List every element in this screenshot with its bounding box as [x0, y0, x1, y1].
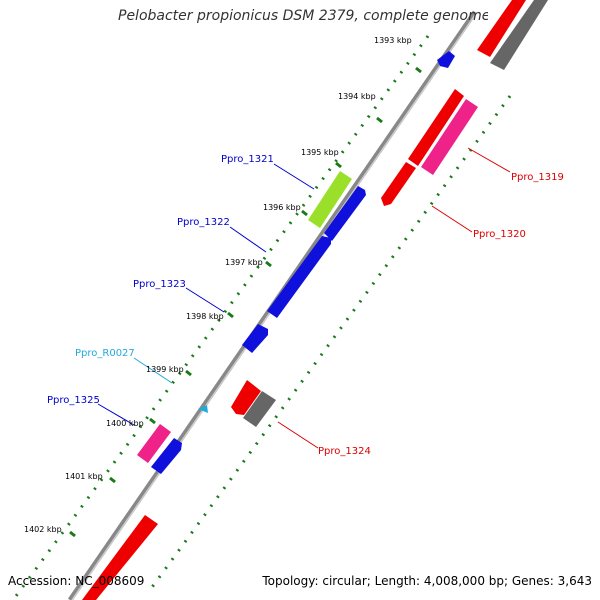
tick-label-1397: 1397 kbp [225, 258, 263, 267]
feature-Ppro_1321 [308, 171, 352, 228]
tick-label-1400: 1400 kbp [106, 419, 144, 428]
accession-text: Accession: NC_008609 [8, 574, 145, 588]
tick-label-1393: 1393 kbp [374, 36, 412, 45]
tick-label-1401: 1401 kbp [65, 472, 103, 481]
tick-label-1394: 1394 kbp [338, 92, 376, 101]
feature-Ppro_1320 [381, 162, 416, 206]
gene-label-Ppro_1322[interactable]: Ppro_1322 [177, 217, 230, 228]
tick-label-1395: 1395 kbp [301, 148, 339, 157]
tick-label-1396: 1396 kbp [263, 203, 301, 212]
gene-label-Ppro_1323[interactable]: Ppro_1323 [133, 279, 186, 290]
feature-Ppro_1324 [243, 391, 276, 427]
feature-Ppro_1324-red [231, 380, 261, 415]
feature-red-bottom [82, 515, 158, 600]
gene-label-Ppro_1321[interactable]: Ppro_1321 [221, 154, 274, 165]
scale-major-ticks [69, 66, 422, 538]
feature-grey-top [490, 0, 548, 70]
label-leaders [97, 147, 511, 449]
tick-label-1399: 1399 kbp [146, 365, 184, 374]
feature-Ppro_1325 [151, 438, 182, 474]
feature-red-top [477, 0, 526, 57]
feature-magenta-1325 [137, 424, 171, 463]
feature-blue-1321b [324, 186, 366, 241]
gene-label-Ppro_1324[interactable]: Ppro_1324 [318, 446, 371, 457]
tick-label-1402: 1402 kbp [24, 525, 62, 534]
gene-label-Ppro_R0027[interactable]: Ppro_R0027 [75, 348, 135, 359]
map-title: Pelobacter propionicus DSM 2379, complet… [118, 8, 488, 24]
feature-Ppro_1319 [421, 99, 478, 175]
gene-label-Ppro_1320[interactable]: Ppro_1320 [473, 229, 526, 240]
feature-Ppro_1322 [267, 236, 331, 318]
topology-text: Topology: circular; Length: 4,008,000 bp… [262, 574, 592, 588]
feature-small-blue-1393 [437, 51, 455, 68]
feature-Ppro_1323 [242, 324, 268, 353]
tick-label-1398: 1398 kbp [186, 312, 224, 321]
feature-Ppro_R0027 [198, 405, 208, 413]
feature-Ppro_1319-red [408, 89, 464, 166]
gene-label-Ppro_1325[interactable]: Ppro_1325 [47, 395, 100, 406]
gene-label-Ppro_1319[interactable]: Ppro_1319 [511, 172, 564, 183]
